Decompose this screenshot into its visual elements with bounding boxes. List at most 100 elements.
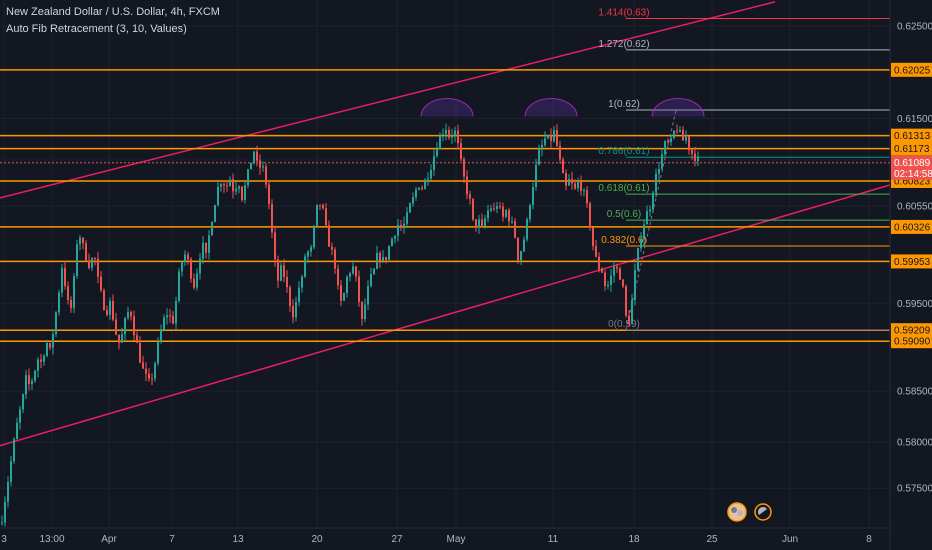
candle-body <box>205 242 207 253</box>
pattern-arc <box>524 98 578 117</box>
candle-body <box>247 169 249 186</box>
candle-body <box>121 334 123 343</box>
candle-body <box>148 373 150 379</box>
candle-body <box>433 156 435 170</box>
horizontal-levels <box>0 69 890 342</box>
candle-body <box>499 206 501 208</box>
time-tick-label: 3 <box>1 534 7 545</box>
candle-body <box>445 129 447 135</box>
candle-body <box>100 276 102 291</box>
candle-body <box>370 274 372 287</box>
candle-body <box>316 204 318 226</box>
candle-body <box>412 197 414 204</box>
candle-body <box>331 246 333 250</box>
candle-body <box>1 522 3 524</box>
candle-body <box>484 218 486 226</box>
candle-body <box>46 342 48 356</box>
candle-body <box>328 225 330 247</box>
time-axis[interactable]: 3 13:00 Apr 7 13 20 27 May 11 18 25 Jun 8 <box>1 534 872 545</box>
candle-body <box>562 159 564 174</box>
price-level-label: 0.62025 <box>894 65 931 76</box>
candle-body <box>250 162 252 170</box>
candle-body <box>517 237 519 261</box>
candle-body <box>613 266 615 276</box>
candle-body <box>382 257 384 261</box>
candle-body <box>319 204 321 206</box>
candle-body <box>529 205 531 220</box>
candle-body <box>493 208 495 210</box>
candle-body <box>49 342 51 348</box>
candle-body <box>40 359 42 362</box>
candle-body <box>25 375 27 395</box>
candle-body <box>361 301 363 319</box>
candle-body <box>415 189 417 198</box>
candle-body <box>214 205 216 223</box>
price-level-label: 0.59209 <box>894 326 931 337</box>
time-tick-label: 11 <box>548 534 559 545</box>
price-level-label: 0.61313 <box>894 131 931 142</box>
price-axis-labels: 0.62025 0.61313 0.61173 0.60823 0.60326 0.599… <box>891 62 932 349</box>
candle-body <box>346 276 348 294</box>
candle-body <box>673 130 675 139</box>
candle-body <box>475 219 477 228</box>
candle-body <box>652 192 654 210</box>
price-tick-label: 0.62500 <box>897 21 932 32</box>
candle-body <box>82 237 84 244</box>
price-level-tag <box>891 62 932 77</box>
candle-body <box>112 301 114 320</box>
candle-body <box>505 210 507 217</box>
candle-body <box>193 278 195 288</box>
time-tick-label: Jun <box>782 534 798 545</box>
event-flag-icon[interactable] <box>754 503 772 521</box>
candle-body <box>511 221 513 223</box>
bar-countdown-label: 02:14:58 <box>894 169 932 180</box>
chart-title: New Zealand Dollar / U.S. Dollar, 4h, FX… <box>6 6 220 18</box>
candle-body <box>268 184 270 204</box>
news-icon[interactable] <box>727 502 747 522</box>
candle-body <box>292 306 294 318</box>
candle-body <box>187 254 189 260</box>
candle-body <box>61 267 63 293</box>
candle-body <box>301 276 303 288</box>
candle-body <box>523 239 525 252</box>
time-tick-label: 13 <box>232 534 244 545</box>
candle-body <box>469 194 471 199</box>
candle-body <box>160 329 162 342</box>
fib-level-label: 0.618(0.61) <box>598 183 649 194</box>
candle-body <box>616 266 618 269</box>
candle-body <box>16 422 18 440</box>
candle-body <box>235 188 237 192</box>
candle-body <box>73 276 75 308</box>
candle-body <box>343 293 345 301</box>
candle-body <box>238 186 240 189</box>
candle-body <box>514 221 516 238</box>
candle-body <box>22 394 24 410</box>
price-level-label: 0.61173 <box>894 144 930 155</box>
candle-body <box>481 219 483 226</box>
candle-body <box>541 144 543 150</box>
candle-body <box>181 262 183 272</box>
candle-body <box>256 151 258 161</box>
candle-body <box>172 315 174 324</box>
candle-body <box>355 266 357 277</box>
candle-body <box>58 292 60 313</box>
candle-body <box>13 439 15 462</box>
fib-level-label: 0.786(0.61) <box>598 146 649 157</box>
candle-body <box>466 176 468 195</box>
candle-body <box>184 254 186 263</box>
candle-body <box>592 227 594 247</box>
candle-body <box>658 168 660 174</box>
candle-body <box>622 279 624 287</box>
candle-body <box>88 260 90 268</box>
candle-body <box>208 235 210 253</box>
candle-body <box>166 315 168 318</box>
time-tick-label: May <box>447 534 466 545</box>
candle-body <box>28 375 30 384</box>
candle-body <box>418 187 420 190</box>
current-price-label: 0.61089 <box>894 158 931 169</box>
candle-body <box>463 159 465 177</box>
candle-body <box>199 258 201 274</box>
candle-body <box>553 130 555 141</box>
candle-body <box>220 184 222 187</box>
